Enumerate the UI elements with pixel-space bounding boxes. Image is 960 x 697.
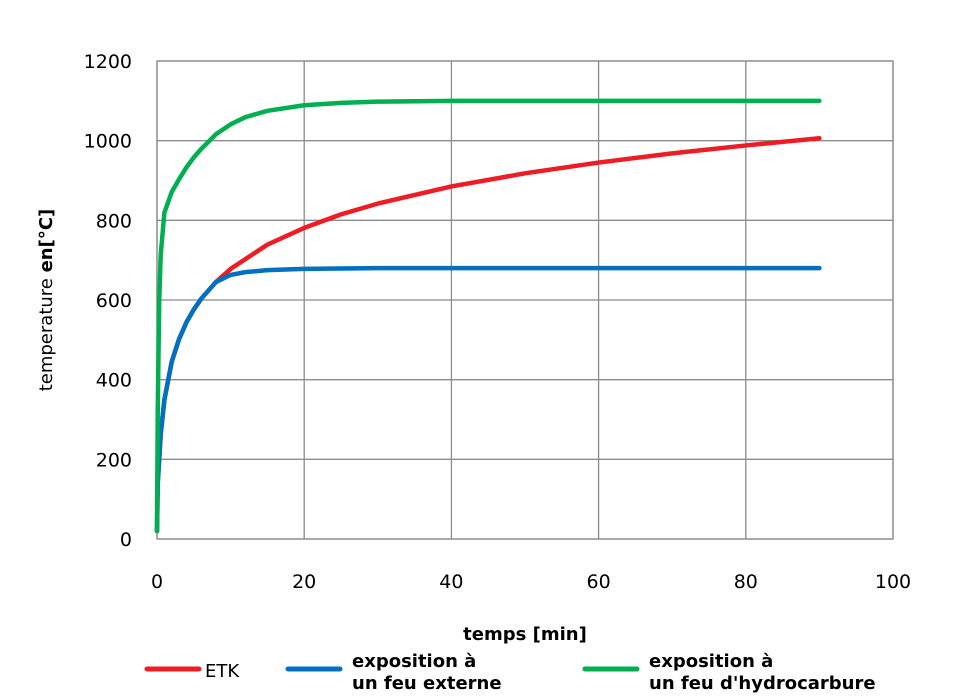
y-tick-label: 1200	[84, 51, 132, 73]
series-line-3	[154, 98, 822, 534]
y-tick-label: 400	[96, 370, 132, 392]
legend-item-3: exposition àun feu d'hydrocarbure	[582, 651, 876, 694]
legend-item-1: ETK	[144, 661, 240, 682]
series-line-2	[154, 265, 822, 534]
series-lines	[154, 98, 822, 534]
grid	[156, 60, 894, 540]
x-axis-title: temps [min]	[463, 624, 587, 645]
y-axis-title-part-1: temperature	[36, 272, 57, 391]
y-tick-label: 1000	[84, 131, 132, 153]
x-tick-label: 20	[292, 571, 316, 593]
y-axis-title: temperature en[°C]	[36, 209, 57, 392]
plot-area-frame	[156, 60, 894, 540]
legend-item-2: exposition àun feu externe	[285, 651, 502, 694]
x-axis-tick-labels: 0 20 40 60 80 100	[151, 571, 911, 593]
x-tick-label: 100	[875, 571, 911, 593]
legend-label: exposition à	[352, 651, 476, 672]
y-axis-tick-labels: 0 200 400 600 800 1000 1200	[84, 51, 132, 551]
y-tick-label: 200	[96, 449, 132, 471]
x-tick-label: 40	[439, 571, 463, 593]
legend-label: exposition à	[649, 651, 773, 672]
y-axis-title-part-2: en[°C]	[36, 209, 57, 273]
legend: ETK exposition àun feu externeexposition …	[144, 651, 876, 694]
y-tick-label: 0	[120, 529, 132, 551]
legend-label: un feu d'hydrocarbure	[649, 673, 876, 694]
legend-label: ETK	[205, 661, 240, 682]
y-tick-label: 600	[96, 290, 132, 312]
x-tick-label: 60	[587, 571, 611, 593]
series-line-1	[154, 136, 822, 534]
legend-label: un feu externe	[352, 673, 502, 694]
x-tick-label: 80	[734, 571, 758, 593]
x-tick-label: 0	[151, 571, 163, 593]
y-tick-label: 800	[96, 210, 132, 232]
